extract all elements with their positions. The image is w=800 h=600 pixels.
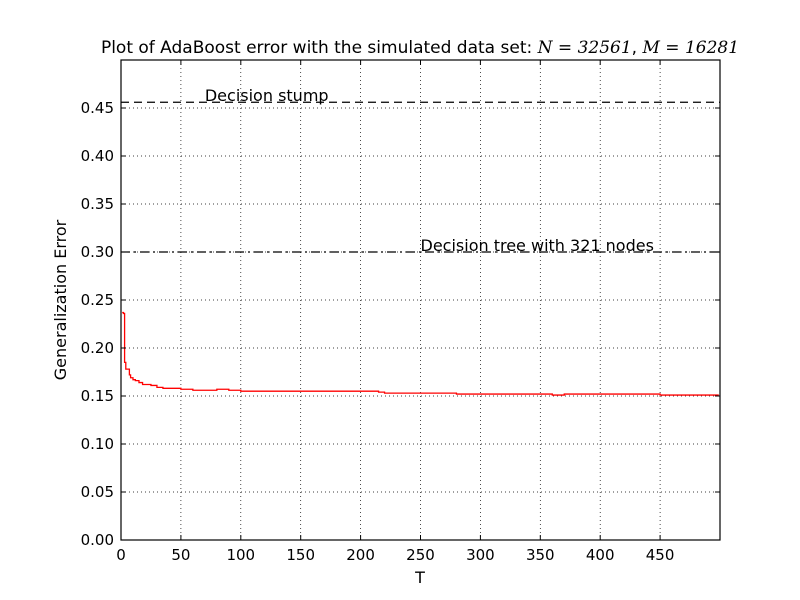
chart-title-m-eq: =: [660, 38, 685, 58]
y-axis: 0.00 0.05 0.10 0.15 0.20 0.25 0.30 0.35 0.40 0.45: [81, 99, 720, 549]
grid: [120, 60, 720, 541]
x-tick-label: 150: [286, 546, 315, 564]
series-layer: [122, 311, 719, 396]
y-tick-label: 0.05: [81, 483, 114, 501]
y-tick-label: 0.20: [81, 339, 114, 357]
y-axis-label: Generalization Error: [51, 219, 70, 380]
annotations: Decision stump Decision tree with 321 nod…: [205, 86, 654, 255]
x-tick-label: 250: [406, 546, 435, 564]
y-tick-label: 0.25: [81, 291, 114, 309]
y-tick-label: 0.30: [81, 243, 114, 261]
chart-title: Plot of AdaBoost error with the simulate…: [101, 38, 739, 58]
x-tick-label: 0: [116, 546, 126, 564]
x-tick-label: 350: [526, 546, 555, 564]
y-tick-label: 0.45: [81, 99, 114, 117]
reference-lines: [121, 101, 720, 253]
chart-title-m-value: 16281: [685, 38, 739, 58]
y-tick-label: 0.00: [81, 531, 114, 549]
chart-title-separator: ,: [632, 38, 643, 58]
reference-label-decision-tree-with-321-nodes: Decision tree with 321 nodes: [421, 236, 654, 255]
x-tick-label: 300: [466, 546, 495, 564]
x-axis: 0 50 100 150 200 250 300 350 400 450: [116, 60, 674, 564]
y-tick-label: 0.35: [81, 195, 114, 213]
x-tick-label: 450: [646, 546, 675, 564]
x-tick-label: 400: [586, 546, 615, 564]
chart-title-n-value: 32561: [578, 38, 632, 58]
chart-title-prefix: Plot of AdaBoost error with the simulate…: [101, 38, 538, 58]
y-tick-label: 0.40: [81, 147, 114, 165]
chart-title-m-symbol: M: [641, 38, 660, 58]
x-tick-label: 200: [346, 546, 375, 564]
chart-title-n-symbol: N: [537, 38, 554, 58]
x-axis-label: T: [414, 568, 425, 587]
x-tick-label: 50: [171, 546, 190, 564]
x-tick-label: 100: [226, 546, 255, 564]
series-line-0: [122, 311, 719, 396]
y-tick-label: 0.10: [81, 435, 114, 453]
reference-label-decision-stump: Decision stump: [205, 86, 329, 105]
y-tick-label: 0.15: [81, 387, 114, 405]
chart-title-n-eq: =: [553, 38, 578, 58]
